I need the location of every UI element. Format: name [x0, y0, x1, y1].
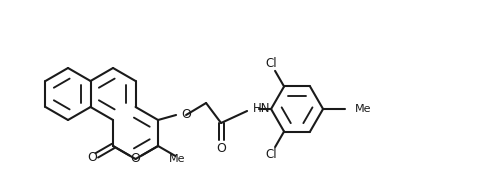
Text: Me: Me: [354, 104, 371, 114]
Text: Me: Me: [168, 154, 185, 164]
Text: O: O: [88, 151, 97, 164]
Text: Cl: Cl: [265, 148, 276, 160]
Text: O: O: [181, 108, 191, 122]
Text: HN: HN: [253, 102, 270, 115]
Text: Cl: Cl: [265, 57, 276, 70]
Text: O: O: [130, 153, 140, 166]
Text: O: O: [216, 143, 226, 156]
